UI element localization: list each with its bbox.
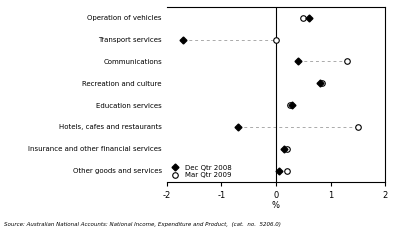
X-axis label: %: % [272, 201, 280, 210]
Text: Source: Australian National Accounts: National Income, Expenditure and Product, : Source: Australian National Accounts: Na… [4, 222, 281, 227]
Legend: Dec Qtr 2008, Mar Qtr 2009: Dec Qtr 2008, Mar Qtr 2009 [168, 165, 231, 178]
